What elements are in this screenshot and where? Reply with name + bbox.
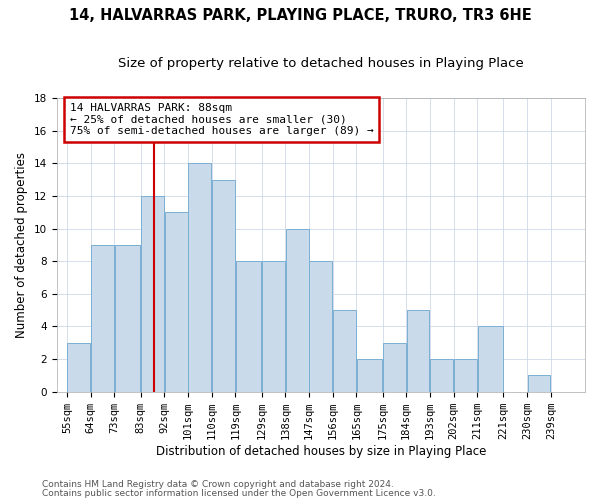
- Bar: [141, 196, 164, 392]
- Bar: [454, 359, 477, 392]
- Text: 14, HALVARRAS PARK, PLAYING PLACE, TRURO, TR3 6HE: 14, HALVARRAS PARK, PLAYING PLACE, TRURO…: [68, 8, 532, 22]
- Bar: [407, 310, 430, 392]
- Bar: [188, 164, 211, 392]
- Bar: [91, 245, 114, 392]
- Bar: [356, 359, 382, 392]
- Bar: [478, 326, 503, 392]
- Bar: [236, 261, 261, 392]
- Bar: [165, 212, 188, 392]
- Bar: [333, 310, 356, 392]
- Bar: [212, 180, 235, 392]
- Bar: [527, 376, 550, 392]
- Title: Size of property relative to detached houses in Playing Place: Size of property relative to detached ho…: [118, 58, 524, 70]
- Bar: [67, 343, 91, 392]
- Y-axis label: Number of detached properties: Number of detached properties: [15, 152, 28, 338]
- Text: Contains HM Land Registry data © Crown copyright and database right 2024.: Contains HM Land Registry data © Crown c…: [42, 480, 394, 489]
- Text: Contains public sector information licensed under the Open Government Licence v3: Contains public sector information licen…: [42, 489, 436, 498]
- X-axis label: Distribution of detached houses by size in Playing Place: Distribution of detached houses by size …: [155, 444, 486, 458]
- Bar: [383, 343, 406, 392]
- Bar: [286, 228, 308, 392]
- Bar: [262, 261, 285, 392]
- Bar: [310, 261, 332, 392]
- Text: 14 HALVARRAS PARK: 88sqm
← 25% of detached houses are smaller (30)
75% of semi-d: 14 HALVARRAS PARK: 88sqm ← 25% of detach…: [70, 103, 373, 136]
- Bar: [115, 245, 140, 392]
- Bar: [430, 359, 453, 392]
